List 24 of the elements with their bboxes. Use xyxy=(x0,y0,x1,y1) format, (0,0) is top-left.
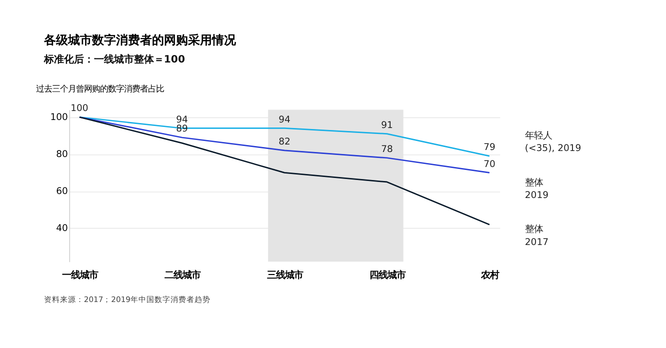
y-tick-label: 40 xyxy=(56,223,68,234)
text: 资料来源：2017；2019年中国数字消费者趋势 xyxy=(44,295,210,304)
x-tick-label: 三线城市 xyxy=(266,270,303,282)
x-tick-label: 农村 xyxy=(480,270,499,282)
data-label: 94 xyxy=(176,114,188,126)
text: 整体 2019 xyxy=(524,177,549,202)
x-tick-label: 二线城市 xyxy=(164,270,200,282)
text: 年轻人 (<35), 2019 xyxy=(524,130,582,154)
data-label: 82 xyxy=(278,136,290,148)
data-label: 100 xyxy=(70,103,88,114)
data-label: 91 xyxy=(381,120,393,131)
chart-title: 各级城市数字消费者的网购采用情况 xyxy=(42,32,237,47)
y-tick-label: 60 xyxy=(56,186,68,198)
chart-subtitle: 标准化后：一线城市整体＝100 xyxy=(42,53,186,66)
data-label: 94 xyxy=(278,114,290,126)
x-tick-label: 四线城市 xyxy=(369,270,406,282)
y-axis-title: 过去三个月曾网购的数字消费者占比 xyxy=(36,84,164,94)
data-label: 79 xyxy=(484,142,496,154)
x-tick-label: 一线城市 xyxy=(62,270,98,282)
y-tick-label: 100 xyxy=(50,112,68,124)
y-tick-label: 80 xyxy=(56,149,68,160)
data-label: 70 xyxy=(484,158,496,170)
data-label: 78 xyxy=(381,144,393,155)
text: 整体 2017 xyxy=(524,224,549,248)
